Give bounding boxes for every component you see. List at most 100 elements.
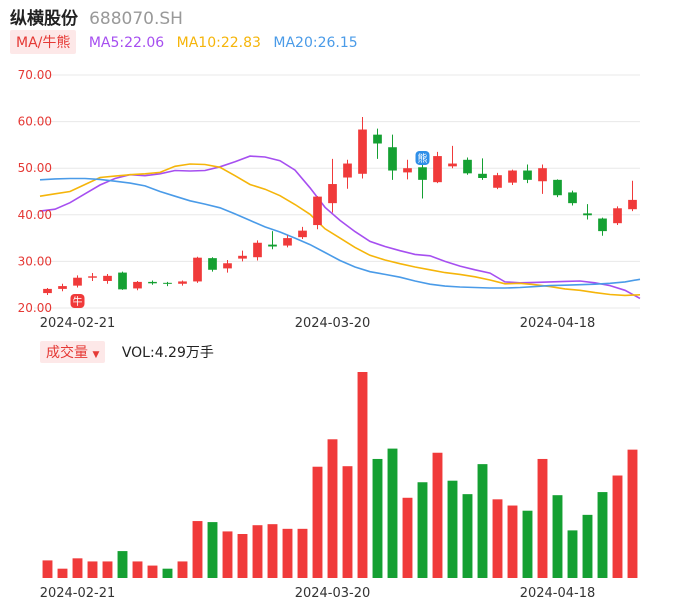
- candle[interactable]: [598, 217, 607, 236]
- signal-marker[interactable]: 牛: [70, 294, 85, 309]
- candle[interactable]: [193, 256, 202, 283]
- candle[interactable]: [178, 280, 187, 286]
- volume-bar[interactable]: [492, 499, 503, 578]
- ma5-label: MA5:22.06: [88, 35, 165, 51]
- price-tick-label: 60.00: [18, 115, 52, 129]
- candle[interactable]: [343, 159, 352, 189]
- volume-bar[interactable]: [552, 495, 563, 578]
- volume-bar[interactable]: [252, 525, 263, 578]
- candle[interactable]: [523, 164, 532, 184]
- volume-bar[interactable]: [582, 514, 593, 578]
- volume-bar[interactable]: [87, 561, 98, 578]
- candle[interactable]: [418, 162, 427, 199]
- candle[interactable]: [238, 250, 247, 262]
- candle[interactable]: [313, 196, 322, 230]
- volume-bar[interactable]: [342, 466, 353, 578]
- candle[interactable]: [298, 226, 307, 240]
- candle[interactable]: [583, 204, 592, 220]
- volume-bar[interactable]: [297, 528, 308, 578]
- candle[interactable]: [283, 235, 292, 248]
- volume-bar[interactable]: [417, 482, 428, 578]
- candle-body: [208, 258, 217, 270]
- candle[interactable]: [493, 172, 502, 190]
- candle-body: [253, 242, 262, 258]
- volume-value: VOL:4.29万手: [121, 345, 214, 361]
- price-tick-label: 30.00: [18, 254, 52, 268]
- volume-bar[interactable]: [357, 372, 368, 578]
- candle[interactable]: [88, 273, 97, 281]
- candle[interactable]: [268, 231, 277, 250]
- volume-bar[interactable]: [372, 458, 383, 578]
- candle[interactable]: [328, 158, 337, 213]
- signal-marker-label: 牛: [73, 295, 83, 308]
- candle-body: [478, 173, 487, 178]
- candle[interactable]: [613, 206, 622, 226]
- candle[interactable]: [43, 287, 52, 295]
- candle-body: [193, 257, 202, 282]
- volume-bar[interactable]: [132, 561, 143, 578]
- volume-bar[interactable]: [117, 551, 128, 578]
- candle[interactable]: [433, 151, 442, 184]
- volume-bar[interactable]: [222, 531, 233, 578]
- ma-indicator-toggle[interactable]: MA/牛熊: [10, 30, 77, 54]
- candle[interactable]: [568, 190, 577, 206]
- candle[interactable]: [448, 145, 457, 169]
- volume-bar[interactable]: [447, 480, 458, 578]
- ma20-label: MA20:26.15: [273, 35, 358, 51]
- candle[interactable]: [118, 271, 127, 290]
- volume-bar[interactable]: [522, 510, 533, 578]
- candle[interactable]: [253, 240, 262, 261]
- candle[interactable]: [103, 273, 112, 284]
- volume-bar[interactable]: [192, 521, 203, 578]
- volume-bar[interactable]: [102, 561, 113, 578]
- signal-marker[interactable]: 熊: [415, 150, 430, 165]
- volume-bar[interactable]: [387, 448, 398, 578]
- volume-bar[interactable]: [207, 522, 218, 578]
- volume-bar[interactable]: [282, 528, 293, 578]
- volume-bar[interactable]: [72, 558, 83, 578]
- candle-body: [583, 213, 592, 216]
- volume-indicator-toggle[interactable]: 成交量 ▼: [40, 341, 106, 363]
- volume-bar[interactable]: [627, 449, 638, 578]
- candle-body: [568, 192, 577, 204]
- candle[interactable]: [148, 280, 157, 285]
- candle[interactable]: [388, 134, 397, 180]
- candle-body: [403, 168, 412, 173]
- candle[interactable]: [373, 128, 382, 159]
- volume-bar[interactable]: [612, 475, 623, 578]
- candle[interactable]: [553, 179, 562, 198]
- candle[interactable]: [58, 283, 67, 292]
- volume-bar[interactable]: [537, 458, 548, 578]
- volume-bar[interactable]: [177, 561, 188, 578]
- volume-bar[interactable]: [237, 534, 248, 578]
- candle[interactable]: [508, 169, 517, 185]
- volume-bar[interactable]: [597, 492, 608, 578]
- candle[interactable]: [208, 257, 217, 272]
- volume-bar[interactable]: [312, 466, 323, 578]
- volume-bar[interactable]: [402, 497, 413, 578]
- candle[interactable]: [478, 158, 487, 180]
- volume-bar[interactable]: [567, 530, 578, 578]
- candle[interactable]: [538, 164, 547, 194]
- volume-bar[interactable]: [162, 568, 173, 578]
- volume-bar[interactable]: [267, 524, 278, 578]
- volume-bar[interactable]: [462, 494, 473, 578]
- volume-bar[interactable]: [432, 452, 443, 578]
- volume-bar[interactable]: [477, 464, 488, 578]
- candle[interactable]: [403, 159, 412, 180]
- candle[interactable]: [223, 260, 232, 273]
- volume-bar[interactable]: [327, 439, 338, 578]
- volume-bar[interactable]: [57, 568, 68, 578]
- candle[interactable]: [463, 157, 472, 175]
- candle[interactable]: [628, 180, 637, 212]
- candle[interactable]: [73, 275, 82, 288]
- candle[interactable]: [133, 280, 142, 291]
- candle-body: [43, 288, 52, 294]
- candle[interactable]: [163, 281, 172, 287]
- candle-body: [133, 281, 142, 289]
- volume-bar[interactable]: [147, 565, 158, 578]
- volume-bar[interactable]: [42, 560, 53, 578]
- volume-bar[interactable]: [507, 505, 518, 578]
- candle[interactable]: [358, 116, 367, 179]
